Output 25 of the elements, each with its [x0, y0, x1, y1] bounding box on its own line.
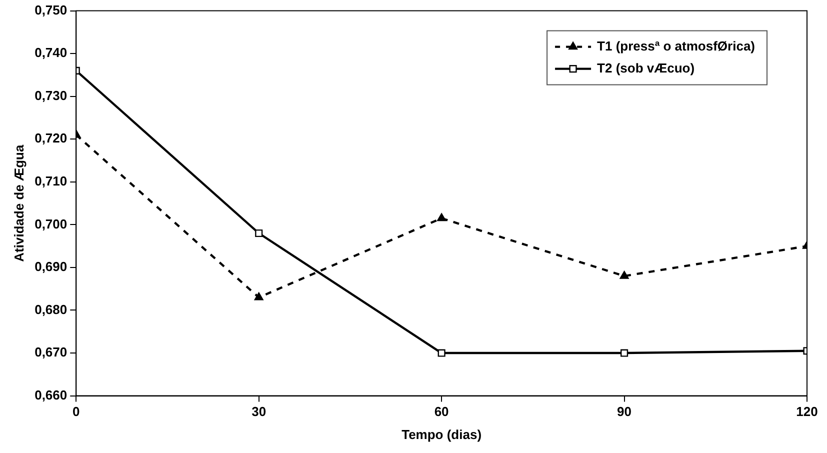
point	[437, 213, 446, 222]
y-tick-label: 0,660	[34, 387, 68, 402]
point	[254, 292, 264, 300]
legend-label: T2 (sob vÆcuo)	[597, 60, 695, 76]
y-tick-label: 0,700	[34, 216, 68, 232]
point	[620, 270, 629, 279]
y-axis-title: Atividade de Ægua	[11, 144, 26, 262]
point	[438, 349, 446, 357]
x-tick-label: 60	[434, 404, 449, 420]
x-tick-label: 30	[252, 404, 266, 420]
legend-label: T1 (pressª o atmosfØrica)	[597, 38, 755, 54]
y-tick-label: 0,720	[34, 130, 68, 146]
x-tick-label: 90	[617, 404, 632, 420]
y-tick-label: 0,690	[34, 259, 68, 274]
y-tick-label: 0,750	[34, 2, 68, 18]
y-tick-label: 0,740	[34, 45, 68, 60]
y-tick-label: 0,670	[34, 344, 68, 360]
y-tick-label: 0,710	[34, 173, 68, 188]
point	[255, 229, 263, 238]
point	[620, 349, 628, 357]
x-tick-label: 120	[796, 404, 818, 420]
y-tick-label: 0,680	[34, 302, 68, 317]
y-tick-label: 0,730	[34, 88, 68, 103]
x-axis-title: Tempo (dias)	[402, 426, 482, 442]
x-tick-label: 0	[72, 404, 80, 420]
